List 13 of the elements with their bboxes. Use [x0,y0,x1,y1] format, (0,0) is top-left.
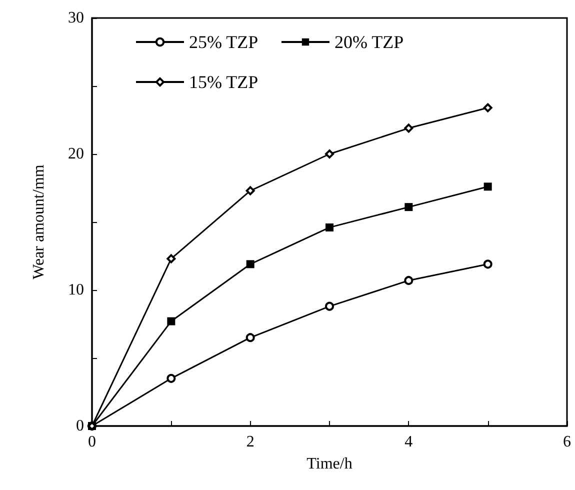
x-axis-title: Time/h [306,456,352,472]
x-tick-label: 4 [404,434,413,450]
y-tick-label: 20 [68,146,84,162]
x-tick-label: 2 [246,434,254,450]
x-tick-label: 0 [88,434,96,450]
legend-label: 25% TZP [189,32,258,52]
y-tick-label: 10 [68,282,84,298]
y-tick-label: 30 [68,10,84,26]
legend-label: 20% TZP [334,32,404,52]
x-tick-label: 6 [563,434,571,450]
y-axis-title: Wear amount/mm [30,164,48,280]
legend-label: 15% TZP [189,72,258,92]
y-tick-label: 0 [76,418,84,434]
